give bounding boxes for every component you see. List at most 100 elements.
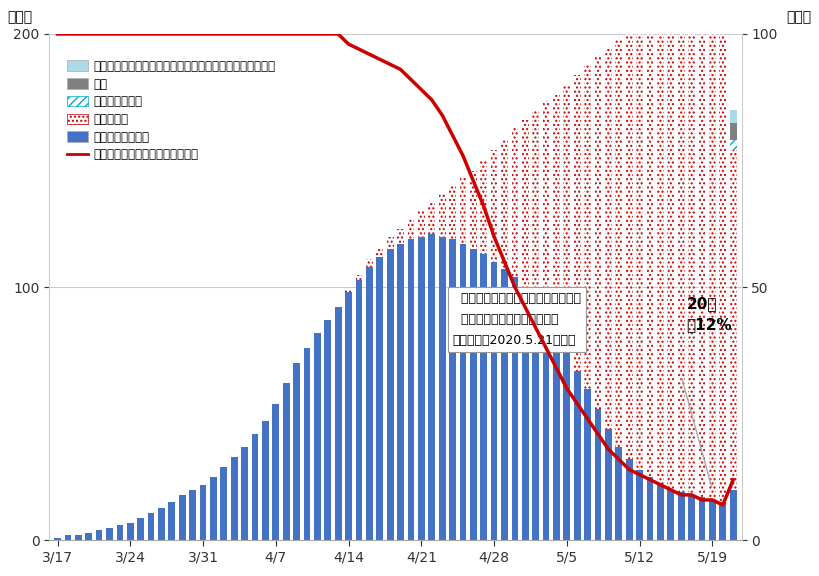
Bar xyxy=(595,409,601,540)
Bar xyxy=(543,103,550,317)
Bar xyxy=(387,249,394,540)
Bar xyxy=(491,262,497,540)
Text: （人）: （人） xyxy=(7,10,33,24)
Bar xyxy=(657,0,664,1)
Bar xyxy=(324,320,331,540)
Bar xyxy=(397,244,404,540)
Text: 20名: 20名 xyxy=(686,296,717,311)
Text: （％）: （％） xyxy=(786,10,812,24)
Bar xyxy=(147,513,155,540)
Bar xyxy=(730,110,736,123)
Bar xyxy=(449,239,456,540)
Bar xyxy=(54,538,61,540)
Bar xyxy=(615,39,622,447)
Bar xyxy=(116,525,124,540)
Bar xyxy=(377,257,383,540)
Bar xyxy=(678,492,685,540)
Bar xyxy=(636,469,643,540)
Bar xyxy=(574,74,581,371)
Bar xyxy=(605,429,612,540)
Bar xyxy=(65,536,71,540)
Bar xyxy=(657,485,664,540)
Bar xyxy=(355,279,362,540)
Bar xyxy=(501,141,508,270)
Bar xyxy=(730,123,736,141)
Text: 約12%: 約12% xyxy=(686,317,732,332)
Bar xyxy=(293,363,300,540)
Bar xyxy=(158,507,165,540)
Bar xyxy=(657,1,664,485)
Bar xyxy=(730,141,736,150)
Bar xyxy=(647,9,654,477)
Bar xyxy=(262,422,269,540)
Bar xyxy=(626,29,632,460)
Bar xyxy=(470,249,477,540)
Bar xyxy=(719,0,726,502)
Bar xyxy=(335,308,342,540)
Bar xyxy=(459,179,466,244)
Bar xyxy=(719,502,726,540)
Bar xyxy=(169,502,175,540)
Bar xyxy=(532,110,539,302)
Bar xyxy=(304,348,310,540)
Bar xyxy=(532,302,539,540)
Bar xyxy=(699,498,705,540)
Bar xyxy=(366,267,373,540)
Bar xyxy=(480,255,487,540)
Bar xyxy=(688,495,695,540)
Bar xyxy=(480,161,487,255)
Bar xyxy=(85,533,92,540)
Bar xyxy=(512,128,518,277)
Bar xyxy=(428,201,435,234)
Bar xyxy=(138,518,144,540)
Text: 新型コロナで療養中の方　　　　　
  陽性者総数に占める割合　　
　　　　（2020.5.21現在）: 新型コロナで療養中の方 陽性者総数に占める割合 （2020.5.21現在） xyxy=(453,292,581,347)
Bar xyxy=(501,270,508,540)
Bar xyxy=(563,85,570,353)
Bar xyxy=(418,211,425,237)
Bar xyxy=(251,434,259,540)
Bar xyxy=(242,447,248,540)
Bar xyxy=(678,0,685,492)
Bar xyxy=(553,95,560,335)
Bar xyxy=(377,247,383,257)
Bar xyxy=(408,219,414,239)
Bar xyxy=(595,57,601,409)
Bar xyxy=(96,530,102,540)
Bar xyxy=(574,371,581,540)
Bar xyxy=(439,237,446,540)
Bar xyxy=(366,259,373,267)
Bar xyxy=(428,234,435,540)
Bar xyxy=(584,65,591,389)
Bar xyxy=(231,457,238,540)
Bar xyxy=(615,447,622,540)
Bar xyxy=(563,353,570,540)
Bar xyxy=(636,19,643,469)
Bar xyxy=(709,500,716,540)
Bar xyxy=(200,485,206,540)
Bar xyxy=(730,490,736,540)
Bar xyxy=(605,49,612,429)
Bar xyxy=(626,460,632,540)
Bar xyxy=(220,467,227,540)
Bar xyxy=(355,275,362,279)
Bar xyxy=(127,523,133,540)
Bar xyxy=(730,150,736,490)
Bar xyxy=(75,536,82,540)
Bar xyxy=(189,490,196,540)
Bar xyxy=(553,335,560,540)
Bar xyxy=(688,0,695,495)
Bar xyxy=(647,6,654,9)
Bar xyxy=(647,477,654,540)
Bar xyxy=(439,194,446,237)
Bar xyxy=(387,237,394,249)
Bar xyxy=(345,292,352,540)
Bar xyxy=(418,237,425,540)
Bar xyxy=(449,186,456,239)
Bar xyxy=(522,120,529,290)
Bar xyxy=(283,384,290,540)
Bar xyxy=(314,333,321,540)
Bar xyxy=(408,239,414,540)
Bar xyxy=(522,290,529,540)
Bar xyxy=(584,389,591,540)
Bar xyxy=(273,404,279,540)
